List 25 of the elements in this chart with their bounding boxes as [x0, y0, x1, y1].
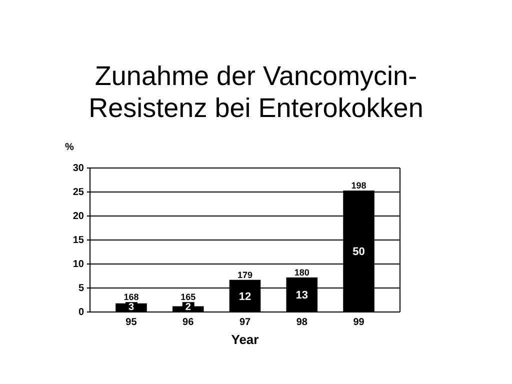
x-tick-label: 99 [353, 317, 365, 328]
y-tick-label: 15 [72, 235, 84, 246]
x-axis-title: Year [231, 332, 259, 347]
annotation: 12 [238, 290, 252, 303]
annotation: 198 [351, 180, 366, 191]
annotation: 168 [124, 292, 139, 302]
annotation: 50 [352, 246, 365, 258]
y-tick-label: 10 [72, 259, 84, 270]
y-tick-label: 25 [72, 187, 84, 198]
chart-title: Zunahme der Vancomycin- Resistenz bei Enterokokken [88, 61, 424, 123]
y-tick-label: 5 [78, 283, 84, 294]
annotation: 180 [294, 267, 310, 278]
x-tick-label: 96 [182, 317, 194, 328]
annotation: 13 [296, 290, 308, 302]
x-tick-label: 98 [296, 317, 308, 328]
annotation: 2 [185, 302, 192, 314]
y-tick-label: 20 [72, 211, 84, 222]
annotation: 165 [180, 292, 196, 302]
annotation: 3 [128, 302, 134, 314]
x-tick-label: 95 [126, 317, 138, 328]
y-tick-label: 0 [78, 307, 84, 318]
annotation: 179 [237, 270, 253, 280]
x-tick-label: 97 [239, 317, 251, 328]
y-tick-label: 30 [72, 163, 84, 174]
y-axis-title: % [65, 142, 74, 153]
